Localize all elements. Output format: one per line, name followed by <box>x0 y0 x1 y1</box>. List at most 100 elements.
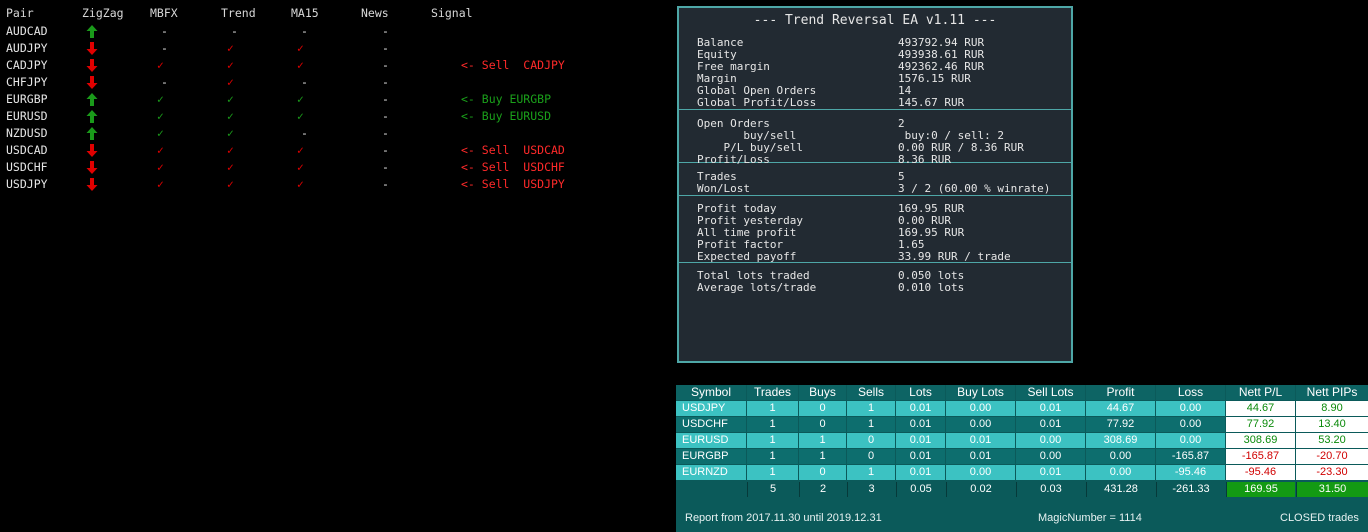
cell-trades: 1 <box>747 401 798 416</box>
ea-row-label: Profit today <box>697 202 777 215</box>
signal-row: EURUSD ✓ ✓ ✓ - <- Buy EURUSD <box>0 109 660 125</box>
col-header-lots: Lots <box>896 385 945 400</box>
cell-profit: 308.69 <box>1086 433 1155 448</box>
check-red-icon: ✓ <box>227 58 234 72</box>
pair-name: NZDUSD <box>6 126 48 140</box>
check-red-icon: ✓ <box>227 41 234 55</box>
news-value: - <box>382 41 389 55</box>
dash-mark: - <box>161 24 168 38</box>
pair-name: CHFJPY <box>6 75 48 89</box>
ea-row-label: Profit/Loss <box>697 153 770 166</box>
signals-header-zigzag: ZigZag <box>82 6 124 20</box>
total-buy-lots: 0.02 <box>946 482 1015 497</box>
cell-nett-pl: 308.69 <box>1226 433 1295 448</box>
cell-sell-lots: 0.00 <box>1016 433 1085 448</box>
ea-row-value: 0.00 RUR / 8.36 RUR <box>898 141 1024 154</box>
ea-row-value: 14 <box>898 84 912 97</box>
ea-row-value: 33.99 RUR / trade <box>898 250 1011 263</box>
dash-mark: - <box>301 24 308 38</box>
cell-buys: 0 <box>799 465 846 480</box>
ea-row-value: 493938.61 RUR <box>898 48 985 61</box>
news-value: - <box>382 24 389 38</box>
ea-row-value: 1576.15 RUR <box>898 72 971 85</box>
signal-row: USDJPY ✓ ✓ ✓ - <- Sell USDJPY <box>0 177 660 193</box>
total-trades: 5 <box>747 482 798 497</box>
pair-name: EURUSD <box>6 109 48 123</box>
news-value: - <box>382 92 389 106</box>
ea-row: Expected payoff 33.99 RUR / trade <box>679 251 1071 263</box>
check-red-icon: ✓ <box>227 143 234 157</box>
cell-nett-pl: -95.46 <box>1226 465 1295 480</box>
signal-text: <- Buy EURUSD <box>461 109 552 123</box>
cell-buys: 1 <box>799 449 846 464</box>
check-red-icon: ✓ <box>157 58 164 72</box>
ea-row-label: Expected payoff <box>697 250 797 263</box>
total-sells: 3 <box>847 482 895 497</box>
ea-row-label: All time profit <box>697 226 797 239</box>
col-header-nett-pips: Nett PIPs <box>1296 385 1368 400</box>
pair-name: CADJPY <box>6 58 48 72</box>
ea-row-label: Global Profit/Loss <box>697 96 817 109</box>
check-red-icon: ✓ <box>227 75 234 89</box>
magic-number: MagicNumber = 1114 <box>1038 512 1142 524</box>
cell-trades: 1 <box>747 417 798 432</box>
ea-row: Equity 493938.61 RUR <box>679 49 1071 61</box>
ea-row-value: 8.36 RUR <box>898 153 951 166</box>
check-red-icon: ✓ <box>297 143 304 157</box>
cell-buy-lots: 0.01 <box>946 433 1015 448</box>
cell-loss: -95.46 <box>1156 465 1225 480</box>
table-row[interactable]: USDJPY 1 0 1 0.01 0.00 0.01 44.67 0.00 44.67 8.90 <box>676 401 1368 417</box>
signals-header-ma15: MA15 <box>291 6 319 20</box>
check-green-icon: ✓ <box>157 126 164 140</box>
cell-buy-lots: 0.00 <box>946 401 1015 416</box>
table-row[interactable]: EURNZD 1 0 1 0.01 0.00 0.01 0.00 -95.46 -95.46 -23… <box>676 465 1368 481</box>
ea-row-label: Average lots/trade <box>697 281 817 294</box>
signal-row: CHFJPY - ✓ - - <box>0 75 660 91</box>
check-green-icon: ✓ <box>227 126 234 140</box>
ea-row: Total lots traded 0.050 lots <box>679 270 1071 282</box>
signal-text: <- Sell CADJPY <box>461 58 565 72</box>
ea-info-panel: --- Trend Reversal EA v1.11 --- Balance 4… <box>677 6 1073 363</box>
total-loss: -261.33 <box>1156 482 1225 497</box>
cell-profit: 0.00 <box>1086 465 1155 480</box>
cell-symbol: USDCHF <box>676 417 746 432</box>
total-buys: 2 <box>799 482 846 497</box>
signals-header-signal: Signal <box>431 6 473 20</box>
col-header-profit: Profit <box>1086 385 1155 400</box>
arrow-up-icon <box>86 127 98 143</box>
check-green-icon: ✓ <box>297 92 304 106</box>
ea-row-value: 169.95 RUR <box>898 202 965 215</box>
report-date-range: Report from 2017.11.30 until 2019.12.31 <box>685 512 882 524</box>
col-header-symbol: Symbol <box>676 385 746 400</box>
signals-header-trend: Trend <box>221 6 256 20</box>
total-profit: 431.28 <box>1086 482 1155 497</box>
col-header-loss: Loss <box>1156 385 1225 400</box>
ea-row-label: Total lots traded <box>697 269 810 282</box>
cell-sells: 1 <box>847 417 895 432</box>
cell-buy-lots: 0.00 <box>946 465 1015 480</box>
cell-symbol: EURGBP <box>676 449 746 464</box>
arrow-down-icon <box>86 59 98 75</box>
check-green-icon: ✓ <box>227 109 234 123</box>
ea-row: Profit factor 1.65 <box>679 239 1071 251</box>
check-green-icon: ✓ <box>157 109 164 123</box>
table-row[interactable]: USDCHF 1 0 1 0.01 0.00 0.01 77.92 0.00 77.92 13.40 <box>676 417 1368 433</box>
signals-grid: Pair ZigZag MBFX Trend MA15 News Signal AUDCAD -… <box>0 0 660 200</box>
ea-row: buy/sell buy:0 / sell: 2 <box>679 130 1071 142</box>
signals-header-news: News <box>361 6 389 20</box>
cell-profit: 77.92 <box>1086 417 1155 432</box>
cell-sells: 1 <box>847 465 895 480</box>
table-row[interactable]: EURGBP 1 1 0 0.01 0.01 0.00 0.00 -165.87 -165.87-… <box>676 449 1368 465</box>
table-row[interactable]: EURUSD 1 1 0 0.01 0.01 0.00 308.69 0.00 308.69 53.… <box>676 433 1368 449</box>
ea-row: Global Open Orders 14 <box>679 85 1071 97</box>
col-header-buy-lots: Buy Lots <box>946 385 1015 400</box>
cell-buys: 0 <box>799 417 846 432</box>
total-nett-pips: 31.50 <box>1296 482 1368 497</box>
ea-row-value: 169.95 RUR <box>898 226 965 239</box>
total-symbol <box>676 482 746 497</box>
ea-row-value: 492362.46 RUR <box>898 60 985 73</box>
arrow-down-icon <box>86 42 98 58</box>
dash-mark: - <box>301 126 308 140</box>
ea-row: Profit today 169.95 RUR <box>679 203 1071 215</box>
ea-row: Global Profit/Loss 145.67 RUR <box>679 97 1071 109</box>
